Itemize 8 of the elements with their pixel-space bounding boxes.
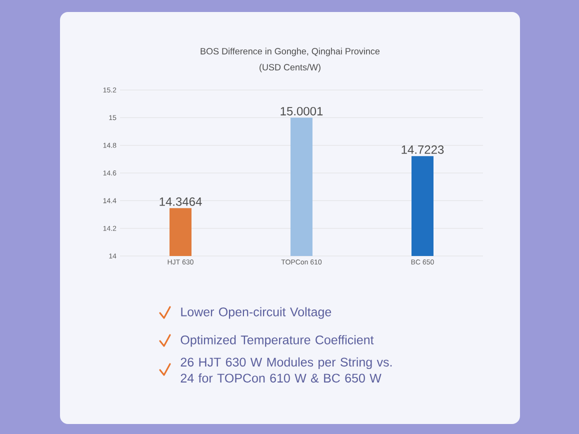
chart-title: BOS Difference in Gonghe, Qinghai Province: [200, 48, 380, 56]
chart-subtitle: (USD Cents/W): [260, 64, 320, 72]
data-label: 14.7223: [402, 145, 444, 154]
text: Optimized Temperature Coefficient: [180, 335, 374, 347]
text: Lower Open-circuit Voltage: [181, 307, 332, 319]
text: 26 HJT 630 W Modules per String vs. 24 for TOPCon 610 W & BC 650 W: [180, 357, 392, 383]
data-label: 15.0001: [280, 106, 323, 116]
data-label: 14.3464: [160, 197, 202, 206]
